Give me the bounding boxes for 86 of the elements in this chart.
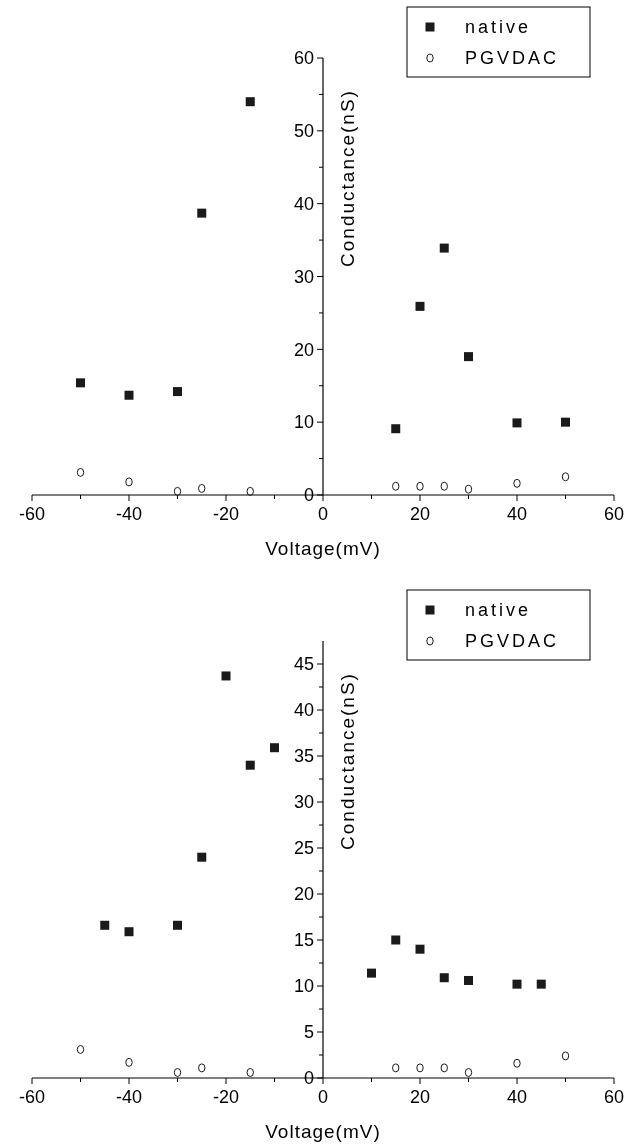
point: [464, 484, 473, 494]
point: [197, 208, 207, 218]
point: [76, 378, 85, 388]
point: [125, 477, 133, 487]
y-tick-label: 40: [293, 193, 314, 214]
y-tick-label: 0: [303, 485, 314, 506]
y-tick-label: 10: [293, 976, 314, 997]
x-tick-label: -20: [212, 504, 240, 524]
point: [173, 920, 182, 930]
point: [246, 486, 254, 496]
point: [415, 301, 425, 311]
point: [270, 743, 279, 753]
point: [464, 1067, 473, 1077]
point: [124, 390, 134, 400]
point: [464, 975, 473, 985]
y-tick-label: 35: [293, 746, 314, 767]
point: [561, 417, 570, 427]
point: [536, 979, 546, 989]
point: [416, 1063, 424, 1073]
x-tick-label: -20: [212, 1087, 240, 1107]
point: [391, 935, 401, 945]
point: [173, 387, 182, 397]
legend-label: native: [465, 600, 532, 621]
y-axis-title: Conductance(nS): [337, 672, 358, 850]
point: [416, 481, 424, 491]
x-tick-label: 20: [409, 504, 431, 524]
y-tick-label: 30: [293, 266, 314, 287]
point: [246, 1067, 254, 1077]
point: [76, 1044, 85, 1054]
point: [439, 243, 449, 253]
x-tick-label: 40: [506, 1087, 528, 1107]
y-tick-label: 5: [303, 1022, 314, 1043]
x-tick-label: 60: [603, 504, 625, 524]
legend-label: PGVDAC: [465, 631, 560, 652]
x-tick-label: 0: [317, 504, 329, 524]
y-tick-label: 60: [293, 48, 314, 69]
point: [367, 968, 376, 978]
y-tick-label: 30: [293, 792, 314, 813]
point: [392, 1063, 400, 1073]
x-tick-label: -60: [18, 504, 46, 524]
y-tick-label: 10: [293, 412, 314, 433]
point: [440, 481, 448, 491]
x-tick-label: 40: [506, 504, 528, 524]
point: [100, 920, 110, 930]
point: [125, 1057, 133, 1067]
x-tick-label: -40: [115, 504, 143, 524]
x-tick-label: 0: [317, 1087, 329, 1107]
y-axis-title: Conductance(nS): [337, 89, 358, 267]
point: [245, 760, 255, 770]
y-tick-label: 45: [293, 654, 314, 675]
y-tick-label: 40: [293, 700, 314, 721]
x-tick-label: 20: [409, 1087, 431, 1107]
point: [561, 472, 570, 482]
y-tick-label: 50: [293, 121, 314, 142]
x-tick-label: -40: [115, 1087, 143, 1107]
legend-label: native: [465, 17, 532, 38]
point: [198, 483, 206, 493]
x-tick-label: 60: [603, 1087, 625, 1107]
point: [439, 973, 449, 983]
point: [221, 671, 231, 681]
point: [440, 1063, 448, 1073]
point: [513, 478, 521, 488]
legend-label: PGVDAC: [465, 48, 560, 69]
x-tick-label: -60: [18, 1087, 46, 1107]
point: [464, 352, 473, 362]
point: [173, 1067, 182, 1077]
point: [173, 486, 182, 496]
point: [245, 97, 255, 107]
point: [392, 481, 400, 491]
y-tick-label: 20: [293, 339, 314, 360]
point: [561, 1051, 570, 1061]
point: [513, 1058, 521, 1068]
point: [124, 927, 134, 937]
y-tick-label: 0: [303, 1068, 314, 1089]
point: [512, 979, 522, 989]
point: [76, 467, 85, 477]
x-axis-title: Voltage(mV): [265, 538, 381, 559]
point: [415, 944, 425, 954]
y-tick-label: 20: [293, 884, 314, 905]
point: [197, 852, 207, 862]
point: [512, 418, 522, 428]
point: [198, 1063, 206, 1073]
x-axis-title: Voltage(mV): [265, 1121, 381, 1142]
y-tick-label: 25: [293, 838, 314, 859]
point: [391, 424, 401, 434]
y-tick-label: 15: [293, 930, 314, 951]
